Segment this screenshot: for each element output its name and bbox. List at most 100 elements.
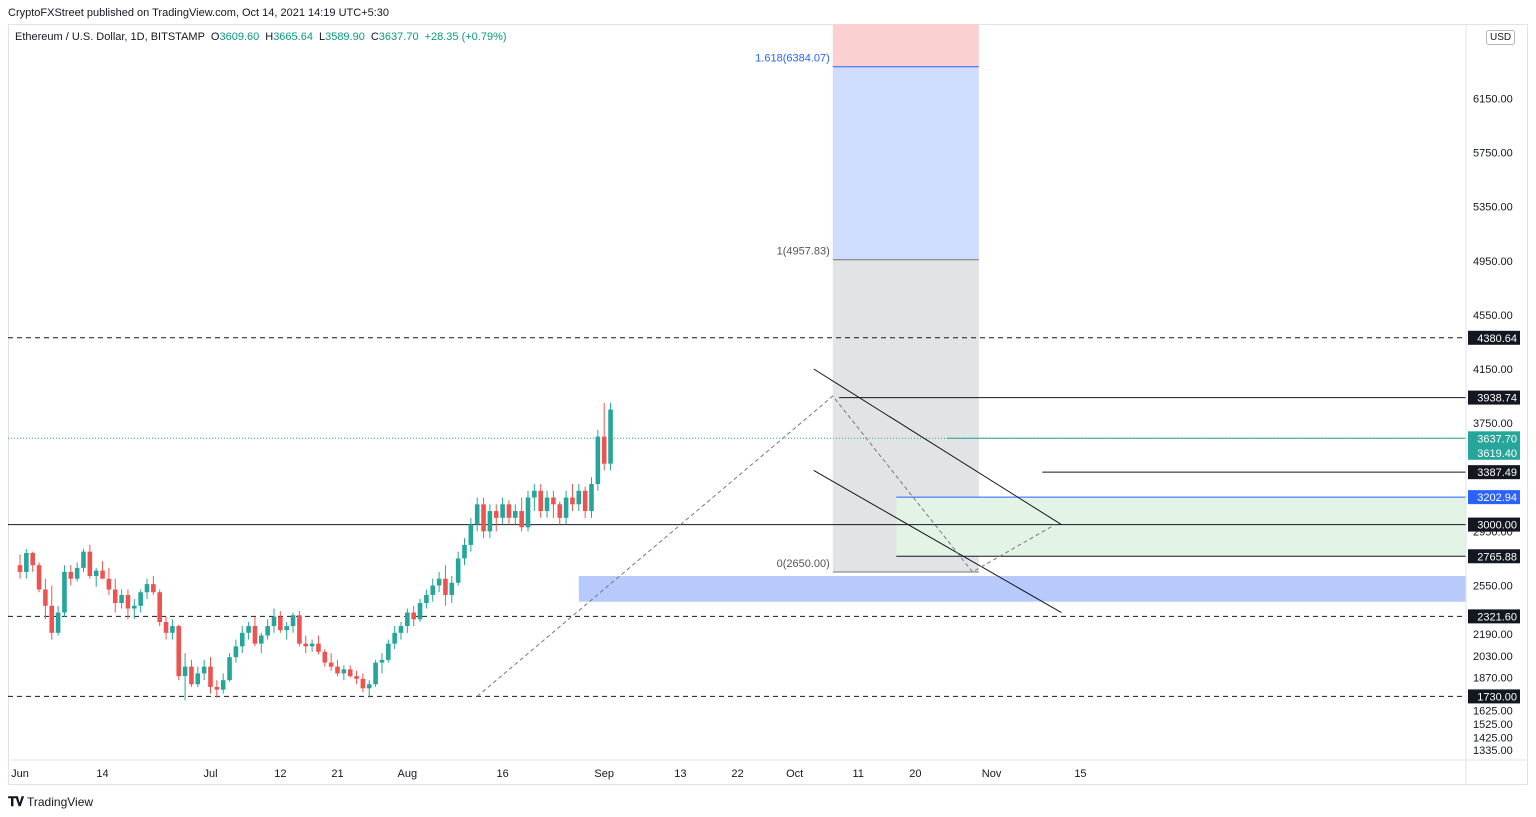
candle: [239, 626, 245, 654]
y-tick-label: 3750.00: [1473, 418, 1513, 430]
candle-body: [112, 589, 118, 604]
candle: [493, 504, 499, 532]
candle: [87, 544, 93, 579]
candle-body: [100, 570, 105, 579]
candle: [182, 653, 188, 701]
candle: [309, 639, 315, 652]
x-tick-label: Aug: [398, 768, 418, 780]
candle: [379, 653, 385, 674]
currency-selector[interactable]: USD: [1486, 30, 1516, 45]
candle: [100, 561, 105, 579]
zigzag-line: [476, 395, 1056, 697]
candle-body: [17, 565, 23, 572]
candle: [341, 665, 347, 681]
candle-body: [576, 490, 582, 505]
candle: [290, 612, 296, 633]
x-tick-label: Jul: [203, 768, 217, 780]
publisher-line: CryptoFXStreet published on TradingView.…: [8, 7, 390, 19]
change-value: +28.35 (+0.79%): [424, 31, 507, 43]
candle-body: [519, 511, 524, 528]
candle-body: [119, 594, 124, 604]
price-label: 3637.70: [1468, 431, 1520, 446]
candle: [506, 500, 512, 525]
candle: [55, 605, 61, 636]
price-labels: 4380.643938.743637.7015:10:253619.403387…: [755, 53, 1520, 704]
candle: [462, 538, 467, 566]
target-zone: [832, 66, 979, 260]
candle: [49, 585, 55, 640]
price-label-bg: [1468, 490, 1520, 505]
x-tick-label: 14: [96, 768, 108, 780]
candle-body: [570, 497, 575, 505]
support-zone: [578, 576, 1466, 602]
candle: [449, 576, 455, 604]
symbol-name[interactable]: Ethereum / U.S. Dollar, 1D, BITSTAMP: [15, 31, 205, 43]
candle: [455, 551, 461, 586]
candle: [538, 484, 543, 518]
candle: [443, 565, 448, 606]
candle-body: [265, 626, 270, 636]
candle: [297, 611, 302, 647]
channel-line: [813, 470, 1062, 613]
candle: [360, 673, 366, 693]
candle-body: [36, 565, 42, 590]
candle: [474, 497, 480, 532]
candles-layer: [17, 402, 613, 701]
candle-body: [500, 504, 505, 518]
candle-body: [220, 680, 226, 690]
candle-body: [81, 551, 86, 568]
candle: [303, 635, 309, 654]
low-value: 3589.90: [325, 31, 365, 43]
candle-body: [24, 553, 29, 572]
candle: [335, 659, 340, 677]
y-tick-label: 4550.00: [1473, 310, 1513, 322]
price-label: 3202.94: [1468, 490, 1520, 505]
candle-body: [201, 666, 207, 674]
candle: [271, 608, 277, 633]
candle-body: [563, 497, 569, 518]
candle: [582, 486, 588, 518]
candle-body: [335, 666, 340, 674]
candle-body: [297, 615, 302, 644]
candle-body: [366, 684, 372, 689]
candle-body: [506, 504, 512, 518]
candle-body: [582, 490, 588, 512]
candle-body: [589, 484, 594, 512]
candle: [563, 490, 569, 525]
y-tick-label: 2190.00: [1473, 629, 1513, 641]
candle: [347, 665, 353, 678]
candle-body: [405, 612, 410, 627]
candle-body: [125, 594, 131, 609]
candle: [328, 653, 334, 671]
candle: [74, 562, 80, 582]
candle: [373, 659, 378, 687]
candle-body: [239, 632, 245, 647]
candle-body: [474, 504, 480, 525]
candle: [30, 551, 35, 572]
candle: [151, 576, 156, 595]
candle-body: [189, 666, 194, 685]
candle: [112, 578, 118, 613]
candle: [36, 562, 42, 593]
lines-layer: [8, 66, 1466, 697]
candle: [589, 477, 594, 518]
candle: [398, 622, 404, 640]
candle-body: [392, 632, 397, 644]
price-label-bg: [1468, 431, 1520, 446]
candle: [201, 659, 207, 681]
candle-body: [513, 511, 518, 518]
price-label: 3000.00: [1468, 517, 1520, 532]
x-axis: Jun 14 Jul 12 21 Aug 16 Sep 13 22 Oct 11 20 Nov 15: [8, 759, 1528, 780]
candle-body: [157, 592, 162, 622]
candle-body: [551, 497, 556, 505]
footer: 𝐓𝐕 TradingView: [8, 794, 93, 810]
stop-zone: [832, 24, 979, 67]
candle: [468, 517, 474, 552]
open-value: 3609.60: [219, 31, 260, 43]
candle: [481, 497, 486, 539]
candle: [138, 589, 143, 613]
price-label-text: 2765.88: [1477, 551, 1517, 563]
candle-body: [316, 643, 321, 652]
x-tick-label: 12: [274, 768, 286, 780]
